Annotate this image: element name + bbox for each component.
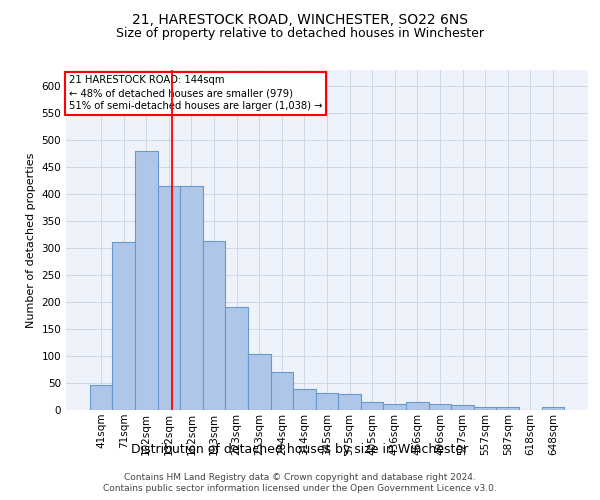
Text: Distribution of detached houses by size in Winchester: Distribution of detached houses by size … [131,442,469,456]
Text: Size of property relative to detached houses in Winchester: Size of property relative to detached ho… [116,28,484,40]
Bar [271,372,293,410]
Bar [474,408,496,410]
Text: Contains public sector information licensed under the Open Government Licence v3: Contains public sector information licen… [103,484,497,493]
Bar [338,394,361,410]
Bar [496,408,519,410]
Bar [542,408,564,410]
Bar [316,394,338,410]
Text: 21 HARESTOCK ROAD: 144sqm
← 48% of detached houses are smaller (979)
51% of semi: 21 HARESTOCK ROAD: 144sqm ← 48% of detac… [68,75,322,112]
Bar [451,405,474,410]
Bar [90,385,112,410]
Bar [406,402,428,410]
Bar [112,242,135,410]
Bar [226,308,248,410]
Bar [180,186,203,410]
Text: 21, HARESTOCK ROAD, WINCHESTER, SO22 6NS: 21, HARESTOCK ROAD, WINCHESTER, SO22 6NS [132,12,468,26]
Bar [428,404,451,410]
Bar [293,390,316,410]
Bar [248,354,271,410]
Text: Contains HM Land Registry data © Crown copyright and database right 2024.: Contains HM Land Registry data © Crown c… [124,472,476,482]
Bar [383,404,406,410]
Y-axis label: Number of detached properties: Number of detached properties [26,152,36,328]
Bar [203,241,226,410]
Bar [135,151,158,410]
Bar [158,186,180,410]
Bar [361,402,383,410]
